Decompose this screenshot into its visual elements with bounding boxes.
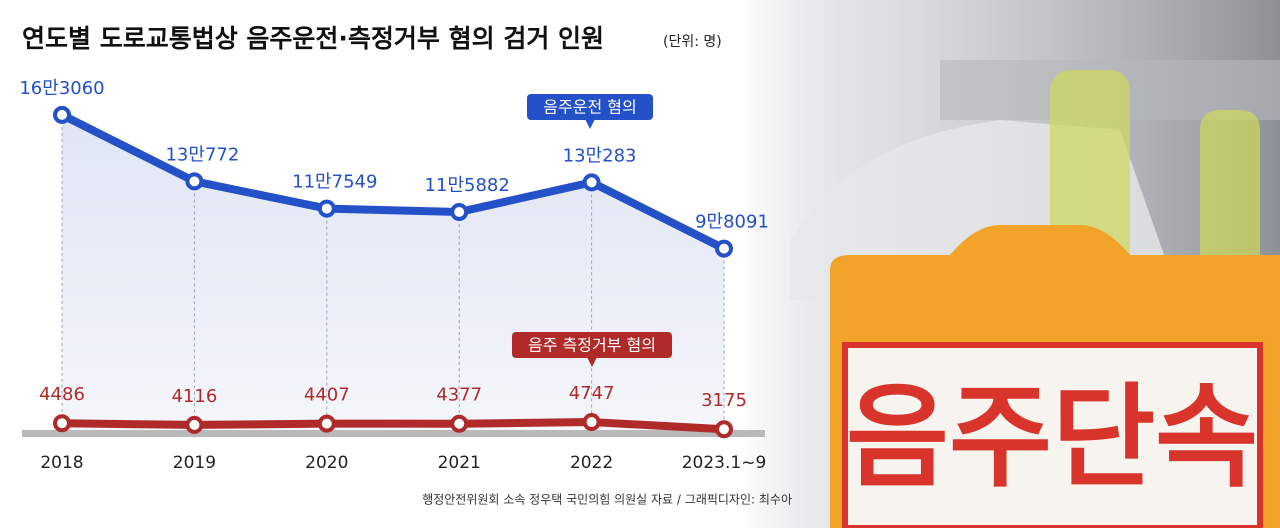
legend-pointer [585, 119, 595, 129]
value-label: 13만772 [165, 144, 239, 165]
x-tick-label: 2021 [438, 453, 481, 473]
point [582, 173, 601, 192]
value-label: 4747 [569, 383, 615, 404]
x-tick-label: 2019 [173, 453, 216, 473]
legend-label: 음주운전 혐의 [543, 98, 636, 117]
point [715, 239, 733, 258]
x-tick-label: 2020 [305, 453, 348, 473]
legend-label: 음주 측정거부 혐의 [528, 336, 656, 355]
source: 행정안전위원회 소속 정우택 국민의힘 의원실 자료 / 그래픽디자인: 최수아 [422, 492, 792, 507]
point [317, 199, 336, 218]
point [185, 172, 204, 191]
value-label: 4407 [304, 385, 350, 406]
value-label: 13만283 [563, 145, 637, 166]
point [53, 105, 71, 124]
point [450, 203, 469, 222]
legend-pointer [587, 357, 597, 367]
photo-sign-text: 음주단속 [846, 373, 1258, 503]
baseline [22, 430, 765, 437]
point [715, 420, 733, 439]
series-line [58, 418, 728, 434]
photo: 음주단속 [740, 0, 1280, 528]
point [185, 415, 204, 434]
series-line [58, 110, 728, 253]
point [53, 414, 71, 433]
point [317, 414, 336, 433]
legend-box [512, 332, 672, 358]
chart-title: 연도별 도로교통법상 음주운전·측정거부 혐의 검거 인원 [22, 24, 604, 53]
value-label: 4116 [171, 386, 217, 407]
value-label: 4486 [39, 384, 85, 405]
value-label: 3175 [701, 390, 747, 411]
x-tick-label: 2022 [570, 453, 613, 473]
value-label: 4377 [436, 385, 482, 406]
value-label: 16만3060 [19, 78, 104, 99]
value-label: 11만7549 [292, 172, 377, 193]
legend-box [527, 94, 653, 120]
point [582, 413, 601, 432]
value-label: 9만8091 [695, 212, 769, 233]
unit-label: (단위: 명) [663, 34, 722, 50]
value-label: 11만5882 [425, 175, 510, 196]
x-tick-label: 2023.1~9 [682, 453, 767, 473]
x-tick-label: 2018 [40, 453, 83, 473]
point [450, 414, 469, 433]
